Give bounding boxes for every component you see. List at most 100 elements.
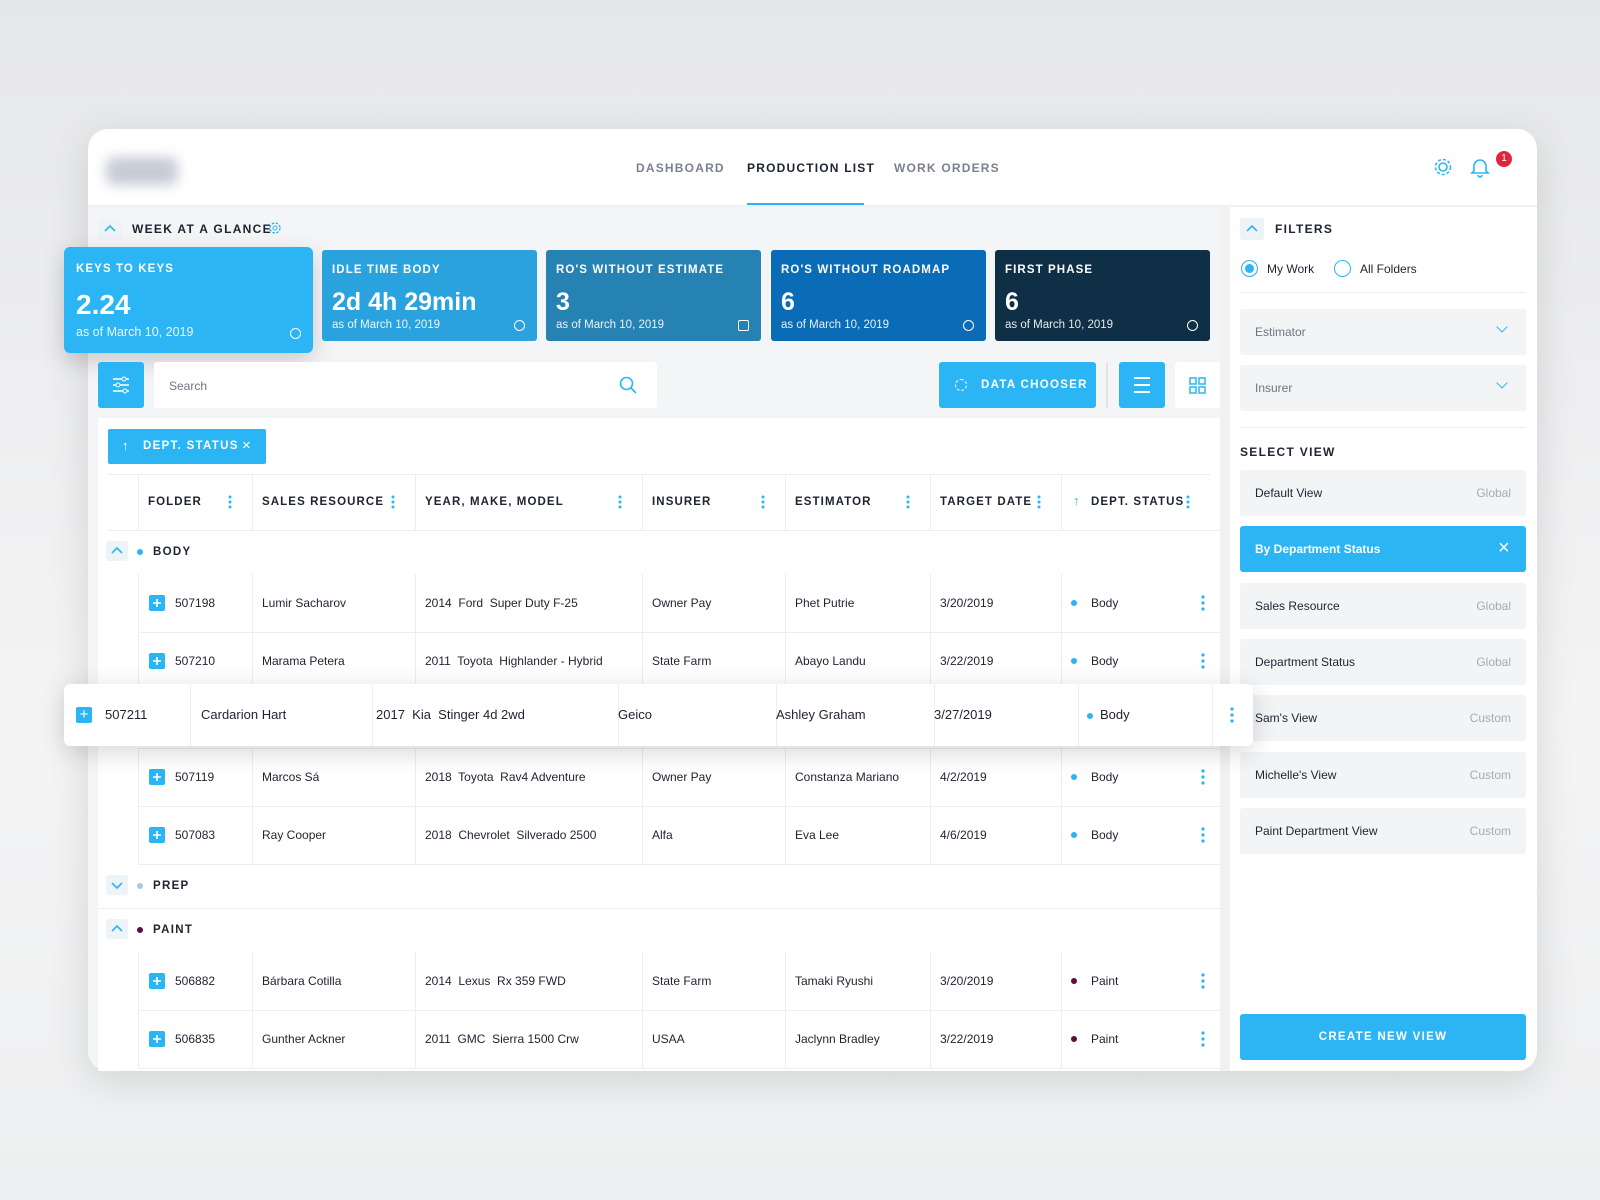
row-cell: State Farm bbox=[652, 654, 712, 668]
kpi-icon bbox=[963, 320, 974, 331]
column-border bbox=[138, 632, 139, 690]
column-header[interactable]: DEPT. STATUS bbox=[1091, 496, 1185, 508]
kpi-card[interactable]: IDLE TIME BODY 2d 4h 29min as of March 10,… bbox=[322, 250, 537, 341]
column-menu[interactable] bbox=[618, 495, 622, 514]
column-border bbox=[415, 574, 416, 632]
radio[interactable] bbox=[1334, 260, 1351, 277]
column-menu[interactable] bbox=[228, 495, 232, 514]
column-border bbox=[785, 474, 786, 530]
settings-icon[interactable] bbox=[1433, 157, 1453, 177]
column-header[interactable]: INSURER bbox=[652, 496, 712, 508]
search-box[interactable]: Search bbox=[154, 362, 657, 408]
create-view-button[interactable]: CREATE NEW VIEW bbox=[1240, 1014, 1526, 1060]
kpi-card[interactable]: FIRST PHASE 6 as of March 10, 2019 bbox=[995, 250, 1210, 341]
selected-row[interactable]: +507211 Cardarion Hart 2017 Kia Stinger 4d… bbox=[64, 684, 1253, 746]
collapse-filters[interactable] bbox=[1240, 218, 1264, 240]
column-border bbox=[934, 684, 935, 746]
column-border bbox=[1061, 574, 1062, 632]
column-border bbox=[1212, 684, 1213, 746]
row-menu[interactable] bbox=[1201, 595, 1205, 616]
view-scope: Global bbox=[1476, 486, 1511, 500]
kpi-card[interactable]: KEYS TO KEYS 2.24 as of March 10, 2019 bbox=[64, 247, 313, 353]
row-cell: Eva Lee bbox=[795, 828, 840, 842]
collapse-glance[interactable] bbox=[98, 218, 122, 240]
nav-tab[interactable]: PRODUCTION LIST bbox=[747, 161, 875, 175]
row-cell: 3/27/2019 bbox=[934, 707, 992, 722]
column-border bbox=[642, 632, 643, 690]
row-cell: Marcos Sá bbox=[262, 770, 320, 784]
kpi-card[interactable]: RO'S WITHOUT ESTIMATE 3 as of March 10, 20… bbox=[546, 250, 761, 341]
row-menu[interactable] bbox=[1201, 1031, 1205, 1052]
kpi-date: as of March 10, 2019 bbox=[76, 325, 194, 339]
expand-row[interactable] bbox=[149, 1031, 165, 1052]
group-toggle[interactable] bbox=[106, 875, 128, 895]
view-option[interactable]: Default View Global bbox=[1240, 470, 1526, 516]
bell-icon[interactable] bbox=[1469, 156, 1491, 178]
kpi-card[interactable]: RO'S WITHOUT ROADMAP 6 as of March 10, 201… bbox=[771, 250, 986, 341]
row-menu[interactable] bbox=[1201, 769, 1205, 790]
expand-row[interactable]: + bbox=[76, 707, 92, 723]
column-header[interactable]: FOLDER bbox=[148, 496, 202, 508]
row-menu[interactable] bbox=[1230, 706, 1234, 724]
grid-view-button[interactable] bbox=[1175, 362, 1220, 408]
column-header[interactable]: YEAR, MAKE, MODEL bbox=[425, 496, 564, 508]
column-border bbox=[785, 952, 786, 1010]
view-option[interactable]: Sales Resource Global bbox=[1240, 582, 1526, 629]
row-cell: Jaclynn Bradley bbox=[795, 1032, 880, 1046]
row-cell: Owner Pay bbox=[652, 770, 712, 784]
dropdown[interactable]: Insurer bbox=[1240, 365, 1526, 411]
dropdown[interactable]: Estimator bbox=[1240, 309, 1526, 355]
row-cell: 506882 bbox=[175, 974, 216, 988]
column-border bbox=[785, 806, 786, 864]
column-header[interactable]: TARGET DATE bbox=[940, 496, 1033, 508]
column-menu[interactable] bbox=[391, 495, 395, 514]
nav-underline bbox=[747, 203, 864, 205]
view-option[interactable]: Sam's View Custom bbox=[1240, 695, 1526, 742]
row-cell: Body bbox=[1091, 770, 1119, 784]
kpi-label: RO'S WITHOUT ESTIMATE bbox=[556, 264, 725, 276]
radio[interactable] bbox=[1241, 260, 1258, 277]
column-border bbox=[930, 952, 931, 1010]
sort-chip[interactable]: ↑ DEPT. STATUS × bbox=[108, 429, 266, 464]
row-cell: Body bbox=[1091, 654, 1119, 668]
view-close[interactable]: × bbox=[1498, 537, 1510, 560]
nav-tab[interactable]: DASHBOARD bbox=[636, 161, 725, 175]
expand-row[interactable] bbox=[149, 653, 165, 674]
row-menu[interactable] bbox=[1201, 653, 1205, 674]
kpi-value: 6 bbox=[781, 288, 795, 316]
group-toggle[interactable] bbox=[106, 919, 128, 939]
glance-settings bbox=[268, 221, 282, 240]
filter-button[interactable] bbox=[98, 362, 144, 408]
expand-row[interactable] bbox=[149, 769, 165, 790]
kpi-value: 2.24 bbox=[76, 289, 131, 320]
expand-row[interactable] bbox=[149, 827, 165, 848]
expand-row[interactable] bbox=[149, 595, 165, 616]
column-menu[interactable] bbox=[1037, 495, 1041, 514]
row-cell: Gunther Ackner bbox=[262, 1032, 346, 1046]
view-option[interactable]: Michelle's View Custom bbox=[1240, 751, 1526, 798]
view-option[interactable]: By Department Status × bbox=[1240, 526, 1526, 573]
column-header[interactable]: SALES RESOURCE bbox=[262, 496, 385, 508]
column-border bbox=[372, 684, 373, 746]
view-option[interactable]: Department Status Global bbox=[1240, 638, 1526, 685]
column-menu[interactable] bbox=[906, 495, 910, 514]
list-view-button[interactable] bbox=[1119, 362, 1165, 408]
row-menu[interactable] bbox=[1201, 973, 1205, 994]
column-menu[interactable] bbox=[1186, 495, 1190, 514]
column-menu[interactable] bbox=[761, 495, 765, 514]
column-border bbox=[252, 632, 253, 690]
row-menu[interactable] bbox=[1201, 827, 1205, 848]
row-cell: 4/2/2019 bbox=[940, 770, 987, 784]
radio-label: All Folders bbox=[1360, 262, 1417, 276]
data-chooser-button[interactable]: DATA CHOOSER bbox=[939, 362, 1096, 408]
row-cell: Bárbara Cotilla bbox=[262, 974, 342, 988]
column-header[interactable]: ESTIMATOR bbox=[795, 496, 872, 508]
nav-tab[interactable]: WORK ORDERS bbox=[894, 161, 1000, 175]
column-border bbox=[930, 632, 931, 690]
expand-row[interactable] bbox=[149, 973, 165, 994]
view-option[interactable]: Paint Department View Custom bbox=[1240, 807, 1526, 854]
logo[interactable] bbox=[106, 157, 178, 185]
row-border bbox=[138, 1068, 1220, 1069]
group-toggle[interactable] bbox=[106, 541, 128, 561]
chevron bbox=[1496, 377, 1508, 389]
